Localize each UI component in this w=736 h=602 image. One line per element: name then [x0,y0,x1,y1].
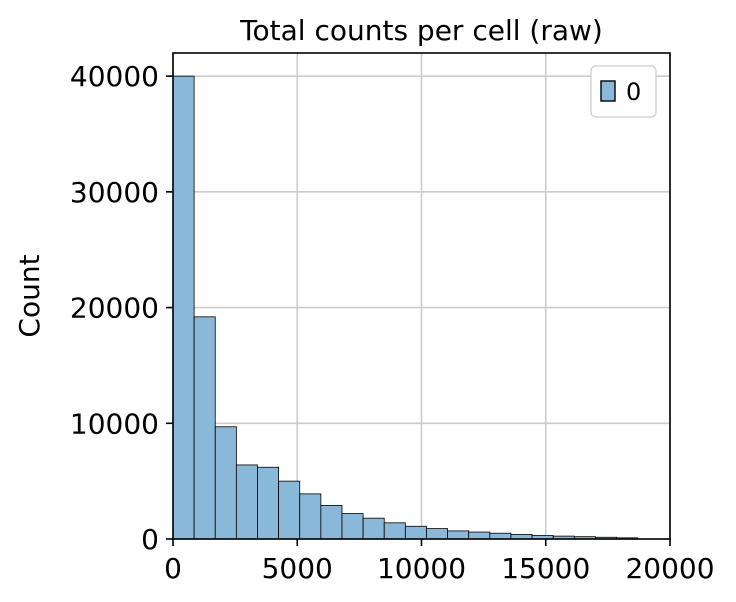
x-axis-ticks: 0 5000 10000 15000 20000 [164,539,715,585]
chart-title: Total counts per cell (raw) [239,14,603,47]
histogram-bars [172,75,639,540]
y-tick-label-2: 20000 [70,292,159,325]
histogram-bar-2 [214,426,237,540]
x-tick-label-4: 20000 [625,552,714,585]
y-axis-ticks: 0 10000 20000 30000 40000 [70,60,173,556]
histogram-bar-12 [426,528,448,540]
x-tick-label-1: 5000 [262,552,333,585]
histogram-bar-14 [468,531,491,540]
y-tick-label-3: 30000 [70,176,159,209]
histogram-bar-13 [447,530,470,540]
y-axis-label: Count [13,254,46,337]
legend-swatch [600,80,616,102]
y-tick-label-0: 0 [141,523,159,556]
x-tick-label-0: 0 [164,552,182,585]
x-tick-label-3: 15000 [501,552,590,585]
histogram-bar-8 [341,513,364,540]
histogram-bar-4 [257,466,280,540]
histogram-bar-3 [235,464,258,540]
legend-frame [590,65,657,118]
histogram-bar-11 [404,525,427,540]
histogram-bar-9 [362,517,385,540]
histogram-bar-7 [320,505,343,540]
histogram-bar-0 [172,75,195,540]
histogram-bar-10 [383,522,406,540]
y-tick-label-4: 40000 [70,60,159,93]
y-tick-label-1: 10000 [70,407,159,440]
histogram-bar-5 [278,480,301,540]
histogram-bar-15 [489,532,512,540]
x-tick-label-2: 10000 [377,552,466,585]
legend: 0 [590,65,657,118]
histogram-bar-1 [193,316,216,540]
legend-label: 0 [626,78,641,106]
histogram-bar-6 [299,493,322,540]
